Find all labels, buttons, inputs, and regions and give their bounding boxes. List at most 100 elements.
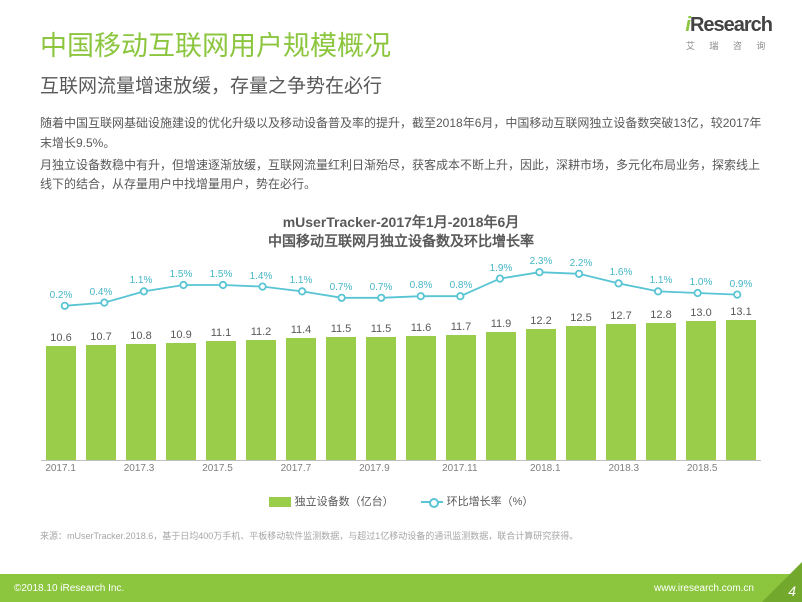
bar-value-label: 11.5 [371, 323, 392, 335]
x-axis-label: 2017.9 [359, 463, 390, 479]
chart-block: mUserTracker-2017年1月-2018年6月 中国移动互联网月独立设… [40, 213, 762, 509]
bar [646, 323, 675, 460]
x-axis: 2017.12017.22017.32017.42017.52017.62017… [41, 463, 761, 479]
x-axis-label: 2018.5 [687, 463, 718, 479]
page-subtitle: 互联网流量增速放缓，存量之争势在必行 [40, 71, 762, 98]
chart-title: mUserTracker-2017年1月-2018年6月 中国移动互联网月独立设… [40, 213, 762, 251]
bar-col: 11.6 [405, 322, 437, 460]
bar-value-label: 11.2 [251, 326, 272, 338]
bar-swatch [269, 497, 291, 507]
bar [446, 335, 475, 460]
chart-title-line2: 中国移动互联网月独立设备数及环比增长率 [40, 232, 762, 251]
line-marker [180, 282, 186, 288]
bar-col: 10.7 [85, 331, 117, 460]
page-title: 中国移动互联网用户规模概况 [40, 24, 762, 63]
bar-value-label: 12.8 [650, 309, 671, 321]
bar [126, 344, 155, 460]
bar-col: 11.5 [365, 323, 397, 460]
line-marker [259, 283, 265, 289]
bar-col: 11.1 [205, 327, 237, 460]
bar-value-label: 13.1 [730, 306, 751, 318]
bar-col: 10.9 [165, 329, 197, 460]
bar [46, 346, 75, 460]
logo-subtext: 艾 瑞 咨 询 [685, 39, 772, 52]
footer-copyright: ©2018.10 iResearch Inc. [14, 583, 124, 594]
bar-col: 11.5 [325, 323, 357, 460]
body-paragraph-1: 随着中国互联网基础设施建设的优化升级以及移动设备普及率的提升，截至2018年6月… [40, 114, 762, 154]
bar [606, 324, 635, 460]
x-axis-label: 2018.1 [530, 463, 561, 479]
x-axis-label: 2017.5 [202, 463, 233, 479]
bar-col: 11.4 [285, 324, 317, 460]
bar [486, 332, 515, 460]
bar-value-label: 12.2 [530, 315, 551, 327]
bar [246, 340, 275, 460]
bar-value-label: 11.6 [411, 322, 432, 334]
slide-page: iResearch 艾 瑞 咨 询 中国移动互联网用户规模概况 互联网流量增速放… [0, 0, 802, 602]
footer-url: www.iresearch.com.cn [654, 583, 754, 594]
chart-canvas: 0.2%0.4%1.1%1.5%1.5%1.4%1.1%0.7%0.7%0.8%… [41, 259, 761, 489]
line-marker [497, 275, 503, 281]
logo-brand: iResearch [685, 14, 772, 37]
bar-value-label: 10.8 [130, 330, 151, 342]
line-marker [220, 282, 226, 288]
body-paragraph-2: 月独立设备数稳中有升，但增速逐渐放缓，互联网流量红利日渐殆尽，获客成本不断上升，… [40, 156, 762, 196]
bar-value-label: 11.9 [491, 318, 512, 330]
x-axis-label: 2017.11 [442, 463, 477, 479]
line-marker [536, 269, 542, 275]
bar [406, 336, 435, 460]
bar [686, 321, 715, 460]
bar [86, 345, 115, 460]
bars-row: 10.6 10.7 10.8 10.9 11.1 11.2 11.4 11.5 11.5 11.6… [41, 296, 761, 461]
bar-col: 10.8 [125, 330, 157, 460]
legend-bar-label: 独立设备数（亿台） [295, 496, 394, 508]
line-marker [615, 280, 621, 286]
bar-col: 11.9 [485, 318, 517, 460]
bar-value-label: 11.4 [291, 324, 312, 336]
bar-value-label: 12.7 [610, 310, 631, 322]
bar [566, 326, 595, 460]
bar-value-label: 11.1 [211, 327, 232, 339]
x-axis-label: 2017.3 [123, 463, 154, 479]
page-number: 4 [788, 583, 796, 599]
bar [206, 341, 235, 460]
bar-value-label: 10.7 [90, 331, 111, 343]
line-marker [299, 288, 305, 294]
bar [326, 337, 355, 460]
chart-legend: 独立设备数（亿台） 环比增长率（%） [40, 493, 762, 509]
line-swatch [421, 497, 443, 507]
logo: iResearch 艾 瑞 咨 询 [685, 14, 772, 52]
bar-col: 11.7 [445, 321, 477, 460]
source-note: 来源：mUserTracker.2018.6，基于日均400万手机、平板移动软件… [40, 529, 762, 542]
bar [286, 338, 315, 460]
bar [526, 329, 555, 460]
page-number-corner [762, 562, 802, 602]
bar-value-label: 10.9 [170, 329, 191, 341]
bar-col: 12.7 [605, 310, 637, 460]
x-axis-label: 2018.3 [608, 463, 639, 479]
bar-value-label: 12.5 [570, 312, 591, 324]
bar-col: 11.2 [245, 326, 277, 460]
x-axis-label: 2017.7 [280, 463, 311, 479]
bar-col: 10.6 [45, 332, 77, 460]
footer-bar: ©2018.10 iResearch Inc. www.iresearch.co… [0, 574, 802, 602]
bar-col: 13.0 [685, 307, 717, 460]
line-marker [141, 288, 147, 294]
bar-value-label: 11.5 [331, 323, 352, 335]
bar-value-label: 10.6 [50, 332, 71, 344]
x-axis-label: 2017.1 [45, 463, 76, 479]
bar [366, 337, 395, 460]
bar-col: 13.1 [725, 306, 757, 460]
logo-rest: Research [690, 14, 772, 36]
bar [166, 343, 195, 460]
bar-value-label: 13.0 [690, 307, 711, 319]
bar-col: 12.8 [645, 309, 677, 460]
chart-title-line1: mUserTracker-2017年1月-2018年6月 [40, 213, 762, 232]
bar-col: 12.5 [565, 312, 597, 460]
line-marker [576, 271, 582, 277]
line-marker [655, 288, 661, 294]
legend-line-label: 环比增长率（%） [447, 496, 534, 508]
bar-col: 12.2 [525, 315, 557, 460]
bar-value-label: 11.7 [451, 321, 472, 333]
bar [726, 320, 755, 460]
